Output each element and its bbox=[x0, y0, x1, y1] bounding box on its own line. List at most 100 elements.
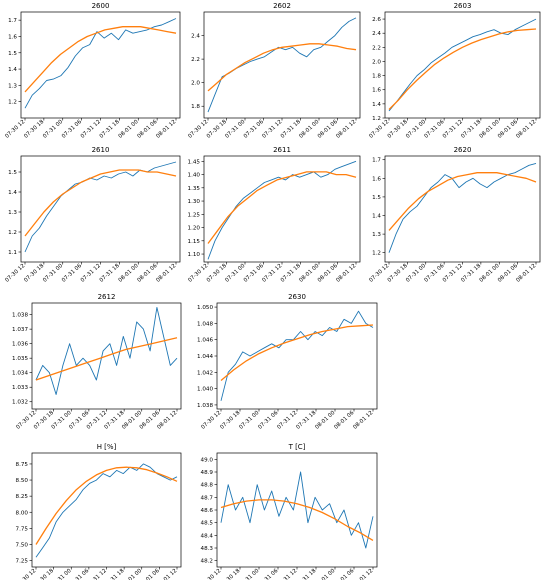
y-tick-label: 1.033 bbox=[12, 385, 28, 391]
y-tick-label: 2.2 bbox=[191, 57, 200, 63]
x-tick-label: 08-01 12 bbox=[156, 568, 178, 580]
x-tick-label: 08-01 00 bbox=[314, 568, 336, 580]
x-tick-label: 07-30 12 bbox=[15, 568, 37, 580]
chart-2611: 26111.101.151.201.251.301.351.401.4507-3… bbox=[187, 146, 361, 284]
chart-h: H [%] 7.25 7.50 7.75 8.00 8.25 8.50 8.75 07-30 1… bbox=[15, 443, 182, 580]
x-tick-label: 08-01 12 bbox=[515, 263, 537, 284]
y-tick-label: 1.1 bbox=[8, 250, 17, 256]
y-tick-label: 7.50 bbox=[16, 542, 29, 548]
x-tick-label: 07-31 18 bbox=[103, 568, 125, 580]
y-tick-label: 1.8 bbox=[372, 74, 381, 80]
series-fit-line bbox=[207, 171, 357, 244]
x-tick-label: 08-01 12 bbox=[335, 119, 357, 140]
y-tick-label: 1.2 bbox=[8, 230, 17, 236]
plot-frame bbox=[216, 452, 378, 568]
y-tick-label: 8.00 bbox=[16, 510, 29, 516]
chart-2612: 2612 1.032 1.033 1.034 1.035 1.036 1.037 1.038 0… bbox=[12, 293, 182, 431]
plot-frame bbox=[203, 11, 361, 119]
x-tick-label: 07-31 12 bbox=[80, 119, 102, 140]
series-measured-line bbox=[220, 471, 374, 549]
x-tick-label: 08-01 00 bbox=[121, 568, 143, 580]
chart-title: T [C] bbox=[288, 443, 306, 451]
y-tick-label: 1.044 bbox=[197, 354, 213, 360]
y-tick-label: 1.45 bbox=[188, 159, 201, 165]
plot-frame bbox=[20, 11, 181, 119]
y-tick-label: 1.5 bbox=[372, 195, 381, 201]
x-tick-label: 07-31 00 bbox=[51, 568, 73, 580]
y-tick-label: 1.35 bbox=[188, 186, 201, 192]
x-tick-label: 08-01 12 bbox=[352, 568, 374, 580]
x-tick-label: 07-30 12 bbox=[200, 410, 222, 431]
y-tick-label: 1.2 bbox=[372, 251, 381, 257]
x-tick-label: 07-31 12 bbox=[86, 568, 108, 580]
y-tick-label: 2.4 bbox=[372, 31, 381, 37]
plot-frame bbox=[216, 302, 378, 410]
y-tick-label: 1.2 bbox=[372, 116, 381, 122]
y-tick-label: 1.7 bbox=[8, 18, 17, 24]
y-tick-label: 2.4 bbox=[191, 34, 200, 40]
series-fit-line bbox=[35, 337, 178, 381]
y-tick-label: 49.0 bbox=[201, 457, 214, 463]
y-tick-label: 2.0 bbox=[372, 59, 381, 65]
series-fit-line bbox=[388, 28, 537, 110]
y-tick-label: 7.75 bbox=[16, 526, 29, 532]
series-measured-line bbox=[220, 310, 374, 401]
y-tick-label: 1.7 bbox=[372, 158, 381, 164]
x-tick-label: 08-01 06 bbox=[333, 568, 355, 580]
chart-title: 2610 bbox=[92, 146, 110, 154]
x-tick-label: 07-30 18 bbox=[219, 568, 241, 580]
y-tick-label: 48.8 bbox=[201, 483, 214, 489]
y-tick-label: 1.048 bbox=[197, 321, 213, 327]
series-fit-line bbox=[220, 324, 374, 381]
y-tick-label: 1.30 bbox=[188, 199, 201, 205]
y-tick-label: 1.5 bbox=[8, 170, 17, 176]
x-tick-label: 08-01 12 bbox=[156, 410, 178, 431]
x-tick-label: 07-31 06 bbox=[68, 568, 90, 580]
y-tick-label: 1.3 bbox=[372, 232, 381, 238]
series-fit-line bbox=[220, 499, 374, 541]
series-measured-line bbox=[35, 306, 178, 395]
y-tick-label: 1.25 bbox=[188, 212, 201, 218]
y-tick-label: 8.25 bbox=[16, 494, 29, 500]
y-tick-label: 48.6 bbox=[201, 508, 214, 514]
series-fit-line bbox=[35, 466, 178, 545]
y-tick-label: 1.032 bbox=[12, 400, 28, 406]
y-tick-label: 1.6 bbox=[372, 176, 381, 182]
series-measured-line bbox=[207, 17, 357, 113]
x-tick-label: 08-01 12 bbox=[155, 263, 177, 284]
y-tick-label: 1.6 bbox=[8, 34, 17, 40]
series-measured-line bbox=[35, 463, 178, 558]
y-tick-label: 1.10 bbox=[188, 252, 201, 258]
x-tick-label: 08-01 12 bbox=[352, 410, 374, 431]
chart-title: 2620 bbox=[454, 146, 472, 154]
x-tick-label: 08-01 12 bbox=[335, 263, 357, 284]
y-tick-label: 48.7 bbox=[201, 495, 214, 501]
y-tick-label: 48.4 bbox=[201, 533, 214, 539]
y-tick-label: 1.050 bbox=[197, 305, 213, 311]
x-tick-label: 07-31 12 bbox=[276, 568, 298, 580]
x-tick-label: 07-30 12 bbox=[4, 263, 26, 284]
y-tick-label: 1.5 bbox=[8, 51, 17, 57]
chart-title: 2603 bbox=[454, 2, 472, 10]
series-measured-line bbox=[388, 162, 537, 253]
chart-2630: 2630 1.038 1.040 1.042 1.044 1.046 1.048 1.050 0… bbox=[197, 293, 378, 431]
x-tick-label: 08-01 12 bbox=[515, 119, 537, 140]
plot-frame bbox=[203, 155, 361, 263]
series-measured-line bbox=[207, 160, 357, 260]
x-tick-label: 07-31 06 bbox=[257, 568, 279, 580]
x-tick-label: 07-30 18 bbox=[33, 568, 55, 580]
x-tick-label: 08-01 06 bbox=[139, 568, 161, 580]
x-tick-label: 08-01 12 bbox=[155, 119, 177, 140]
y-tick-label: 1.40 bbox=[188, 173, 201, 179]
x-tick-label: 07-31 18 bbox=[295, 568, 317, 580]
y-tick-label: 48.3 bbox=[201, 546, 214, 552]
y-tick-label: 1.4 bbox=[372, 102, 381, 108]
y-tick-label: 1.4 bbox=[8, 190, 17, 196]
chart-title: 2630 bbox=[288, 293, 306, 301]
series-fit-line bbox=[388, 172, 537, 231]
y-tick-label: 1.3 bbox=[8, 83, 17, 89]
x-tick-label: 07-31 12 bbox=[80, 263, 102, 284]
